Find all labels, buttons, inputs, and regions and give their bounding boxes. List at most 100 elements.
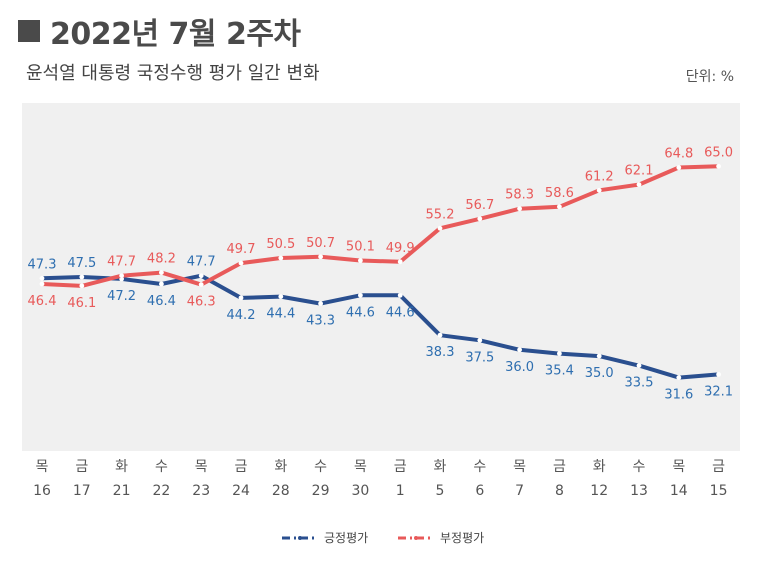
x-tick-weekday: 금	[553, 459, 566, 475]
x-tick-day: 5	[436, 483, 445, 499]
positive-data-label: 43.3	[306, 314, 335, 329]
negative-point	[79, 283, 85, 289]
positive-point	[238, 295, 244, 301]
negative-data-label: 48.2	[147, 252, 176, 267]
x-tick-day: 12	[590, 483, 608, 499]
unit-label: 단위: %	[685, 69, 734, 85]
negative-point	[636, 182, 642, 188]
negative-data-label: 65.0	[704, 145, 733, 160]
negative-point	[397, 259, 403, 265]
negative-point	[716, 163, 721, 169]
negative-data-label: 61.2	[585, 169, 614, 184]
positive-legend-label: 긍정평가	[324, 531, 368, 545]
positive-data-label: 46.4	[147, 294, 176, 309]
negative-legend-label: 부정평가	[440, 531, 484, 545]
x-tick-weekday: 금	[712, 459, 725, 475]
positive-point	[318, 301, 323, 306]
x-tick-day: 28	[272, 483, 290, 499]
positive-point	[437, 332, 443, 338]
negative-data-label: 64.8	[664, 147, 693, 162]
positive-point	[716, 372, 721, 377]
negative-point	[358, 258, 363, 263]
title-row: 2022년 7월 2주차	[18, 8, 301, 54]
positive-legend-dot	[298, 536, 302, 540]
positive-data-label: 38.3	[426, 345, 455, 360]
negative-data-label: 46.4	[28, 294, 57, 309]
x-tick-day: 8	[555, 483, 564, 499]
positive-data-label: 35.4	[545, 364, 574, 379]
negative-point	[159, 270, 164, 275]
positive-series-line	[40, 273, 721, 380]
positive-point	[636, 363, 642, 368]
negative-data-label: 50.5	[266, 237, 295, 252]
x-tick-day: 29	[312, 483, 330, 499]
negative-data-label: 46.1	[67, 296, 96, 311]
positive-point	[358, 292, 363, 298]
x-tick-weekday: 목	[513, 459, 526, 475]
positive-point	[39, 275, 45, 281]
positive-data-label: 47.5	[67, 256, 96, 271]
positive-point	[198, 273, 204, 279]
negative-data-label: 46.3	[187, 295, 216, 310]
negative-data-label: 49.9	[386, 241, 415, 256]
x-tick-day: 6	[475, 483, 484, 499]
x-tick-weekday: 화	[274, 459, 287, 475]
positive-data-label: 31.6	[664, 388, 693, 403]
negative-point	[318, 254, 323, 260]
negative-point	[119, 273, 124, 279]
positive-point	[79, 274, 85, 280]
positive-data-label: 44.6	[346, 305, 375, 320]
x-tick-weekday: 수	[314, 459, 327, 475]
positive-data-label: 36.0	[505, 360, 534, 375]
negative-data-label: 55.2	[426, 207, 455, 222]
positive-data-label: 47.7	[187, 255, 216, 270]
x-tick-weekday: 목	[672, 459, 685, 475]
page-title: 2022년 7월 2주차	[50, 17, 301, 52]
x-tick-weekday: 화	[115, 459, 128, 475]
positive-data-label: 35.0	[585, 366, 614, 381]
positive-point	[676, 375, 682, 381]
chart-subtitle: 윤석열 대통령 국정수행 평가 일간 변화	[26, 63, 320, 84]
negative-point	[278, 255, 284, 261]
x-tick-weekday: 목	[36, 459, 49, 475]
negative-point	[557, 204, 562, 210]
negative-data-label: 62.1	[625, 164, 654, 179]
x-tick-day: 21	[113, 483, 131, 499]
x-tick-weekday: 금	[235, 459, 248, 475]
positive-point	[596, 353, 602, 359]
positive-point	[557, 351, 562, 356]
negative-data-label: 47.7	[107, 255, 136, 270]
x-tick-weekday: 목	[195, 459, 208, 475]
negative-data-label: 50.7	[306, 236, 335, 251]
x-tick-weekday: 금	[75, 459, 88, 475]
positive-data-label: 44.4	[266, 307, 295, 322]
negative-legend-dot	[414, 536, 418, 540]
negative-data-label: 49.7	[227, 242, 256, 257]
plot-area	[22, 103, 740, 451]
positive-point	[397, 292, 403, 298]
negative-data-label: 50.1	[346, 240, 375, 255]
negative-point	[517, 206, 522, 212]
x-tick-day: 17	[73, 483, 91, 499]
positive-data-label: 37.5	[465, 350, 494, 365]
positive-data-label: 33.5	[625, 376, 654, 391]
negative-point	[198, 282, 204, 287]
x-tick-day: 16	[33, 483, 51, 499]
x-tick-weekday: 금	[394, 459, 407, 475]
title-square-icon	[18, 20, 40, 42]
x-tick-day: 30	[351, 483, 369, 499]
positive-point	[278, 294, 284, 300]
negative-point	[238, 260, 244, 266]
positive-point	[477, 337, 483, 343]
x-tick-day: 13	[630, 483, 648, 499]
x-tick-weekday: 수	[473, 459, 486, 475]
positive-data-label: 47.3	[28, 257, 57, 272]
x-tick-day: 7	[515, 483, 524, 499]
x-tick-weekday: 화	[434, 459, 447, 475]
positive-point	[517, 347, 522, 353]
x-tick-weekday: 화	[593, 459, 606, 475]
x-tick-day: 24	[232, 483, 250, 499]
positive-data-label: 32.1	[704, 384, 733, 399]
positive-data-label: 44.6	[386, 305, 415, 320]
